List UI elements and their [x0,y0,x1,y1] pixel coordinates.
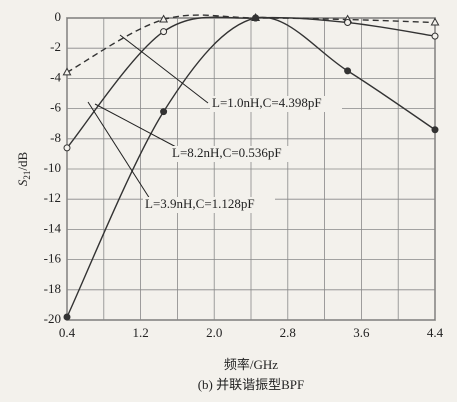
series-line [66,16,436,318]
marker [344,19,352,27]
marker [63,144,71,152]
x-tick-label: 4.4 [427,325,444,340]
series-label: L=3.9nH,C=1.128pF [145,196,255,211]
marker [160,28,168,36]
x-tick-label: 2.0 [206,325,222,340]
y-tick-label: -6 [50,100,61,115]
label-bg [210,96,342,112]
y-symbol: S [15,179,30,186]
leader-line [87,101,151,200]
y-tick-label: -20 [44,311,61,326]
y-tick-label: -2 [50,39,61,54]
caption: (b) 并联谐振型BPF [198,377,305,392]
y-tick-label: -12 [44,190,61,205]
y-unit: /dB [15,152,30,171]
series-label: L=1.0nH,C=4.398pF [212,95,322,110]
marker [62,67,72,76]
marker [344,67,352,75]
marker [430,17,440,26]
x-tick-label: 0.4 [59,325,76,340]
series-line [66,16,436,149]
leader-line [94,103,179,149]
y-tick-label: -10 [44,160,61,175]
leader-line [119,34,209,104]
y-subscript: 21 [22,171,32,180]
marker [160,108,168,116]
y-tick-label: -8 [50,130,61,145]
y-axis-label: S21/dB [15,152,32,187]
x-tick-label: 2.8 [280,325,296,340]
marker [431,126,439,134]
y-tick-label: -4 [50,69,61,84]
marker [63,313,71,321]
label-bg [170,146,302,162]
marker [252,14,260,22]
x-axis-label: 频率/GHz [224,357,278,372]
x-tick-label: 1.2 [132,325,148,340]
marker [431,32,439,40]
y-tick-label: -14 [44,220,62,235]
series-label: L=8.2nH,C=0.536pF [172,145,282,160]
marker [159,14,169,23]
x-tick-label: 3.6 [353,325,370,340]
y-tick-label: -16 [44,251,62,266]
y-tick-label: -18 [44,281,61,296]
y-tick-label: 0 [55,9,62,24]
label-bg [143,197,275,213]
